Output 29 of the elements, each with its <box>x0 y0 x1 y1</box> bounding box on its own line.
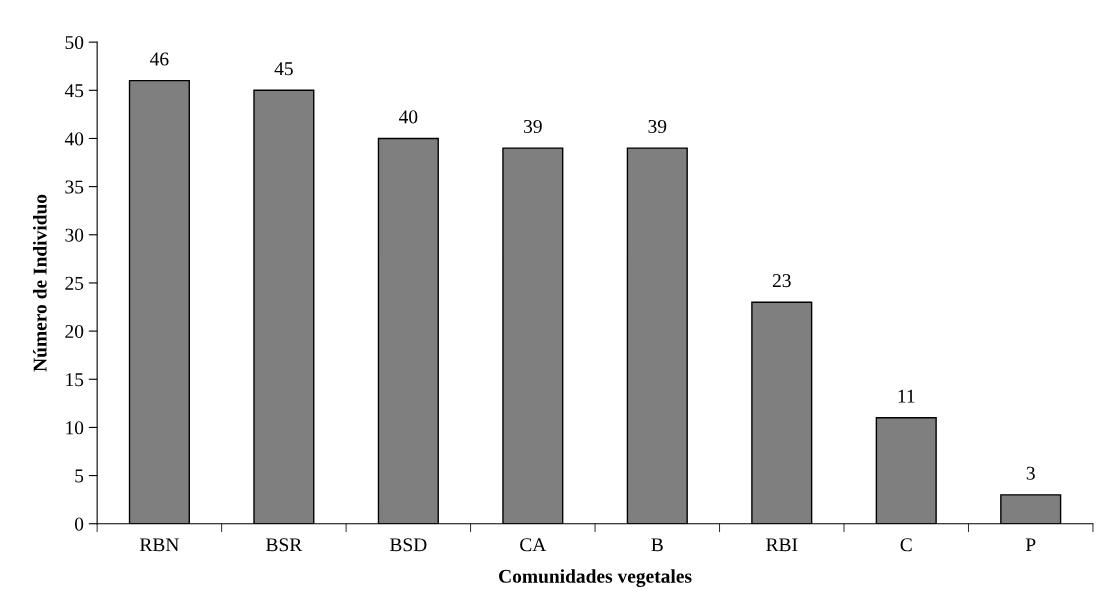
x-tick-label: P <box>1025 538 1036 552</box>
data-label: 39 <box>524 119 542 134</box>
y-tick-label: 50 <box>65 35 84 50</box>
y-tick-label: 45 <box>64 84 84 98</box>
data-label: 3 <box>1026 466 1035 480</box>
x-tick-label: RBN <box>139 538 179 552</box>
data-label: 40 <box>399 110 418 124</box>
y-tick-label: 0 <box>74 517 84 531</box>
y-tick-label: 5 <box>75 469 84 483</box>
x-tick-label: CA <box>520 538 547 552</box>
x-tick-label: BSR <box>266 538 303 552</box>
data-label: 11 <box>898 389 915 403</box>
y-tick-label: 15 <box>66 373 84 387</box>
y-tick-label: 25 <box>65 276 84 290</box>
y-tick-label: 20 <box>65 324 84 339</box>
x-tick-label: B <box>651 538 663 552</box>
x-tick-label: BSD <box>389 538 427 552</box>
y-axis-title: Número de Individuo <box>32 194 47 372</box>
data-label: 39 <box>648 119 667 134</box>
data-label: 23 <box>772 274 791 288</box>
data-label: 46 <box>150 52 169 66</box>
y-tick-label: 30 <box>65 228 84 242</box>
x-tick-label: RBI <box>766 538 798 552</box>
x-axis-title: Comunidades vegetales <box>499 569 692 587</box>
data-label: 45 <box>274 62 293 76</box>
y-tick-label: 10 <box>66 421 84 435</box>
x-tick-label: C <box>900 538 912 552</box>
y-tick-label: 35 <box>65 180 84 194</box>
y-tick-label: 40 <box>64 132 84 146</box>
